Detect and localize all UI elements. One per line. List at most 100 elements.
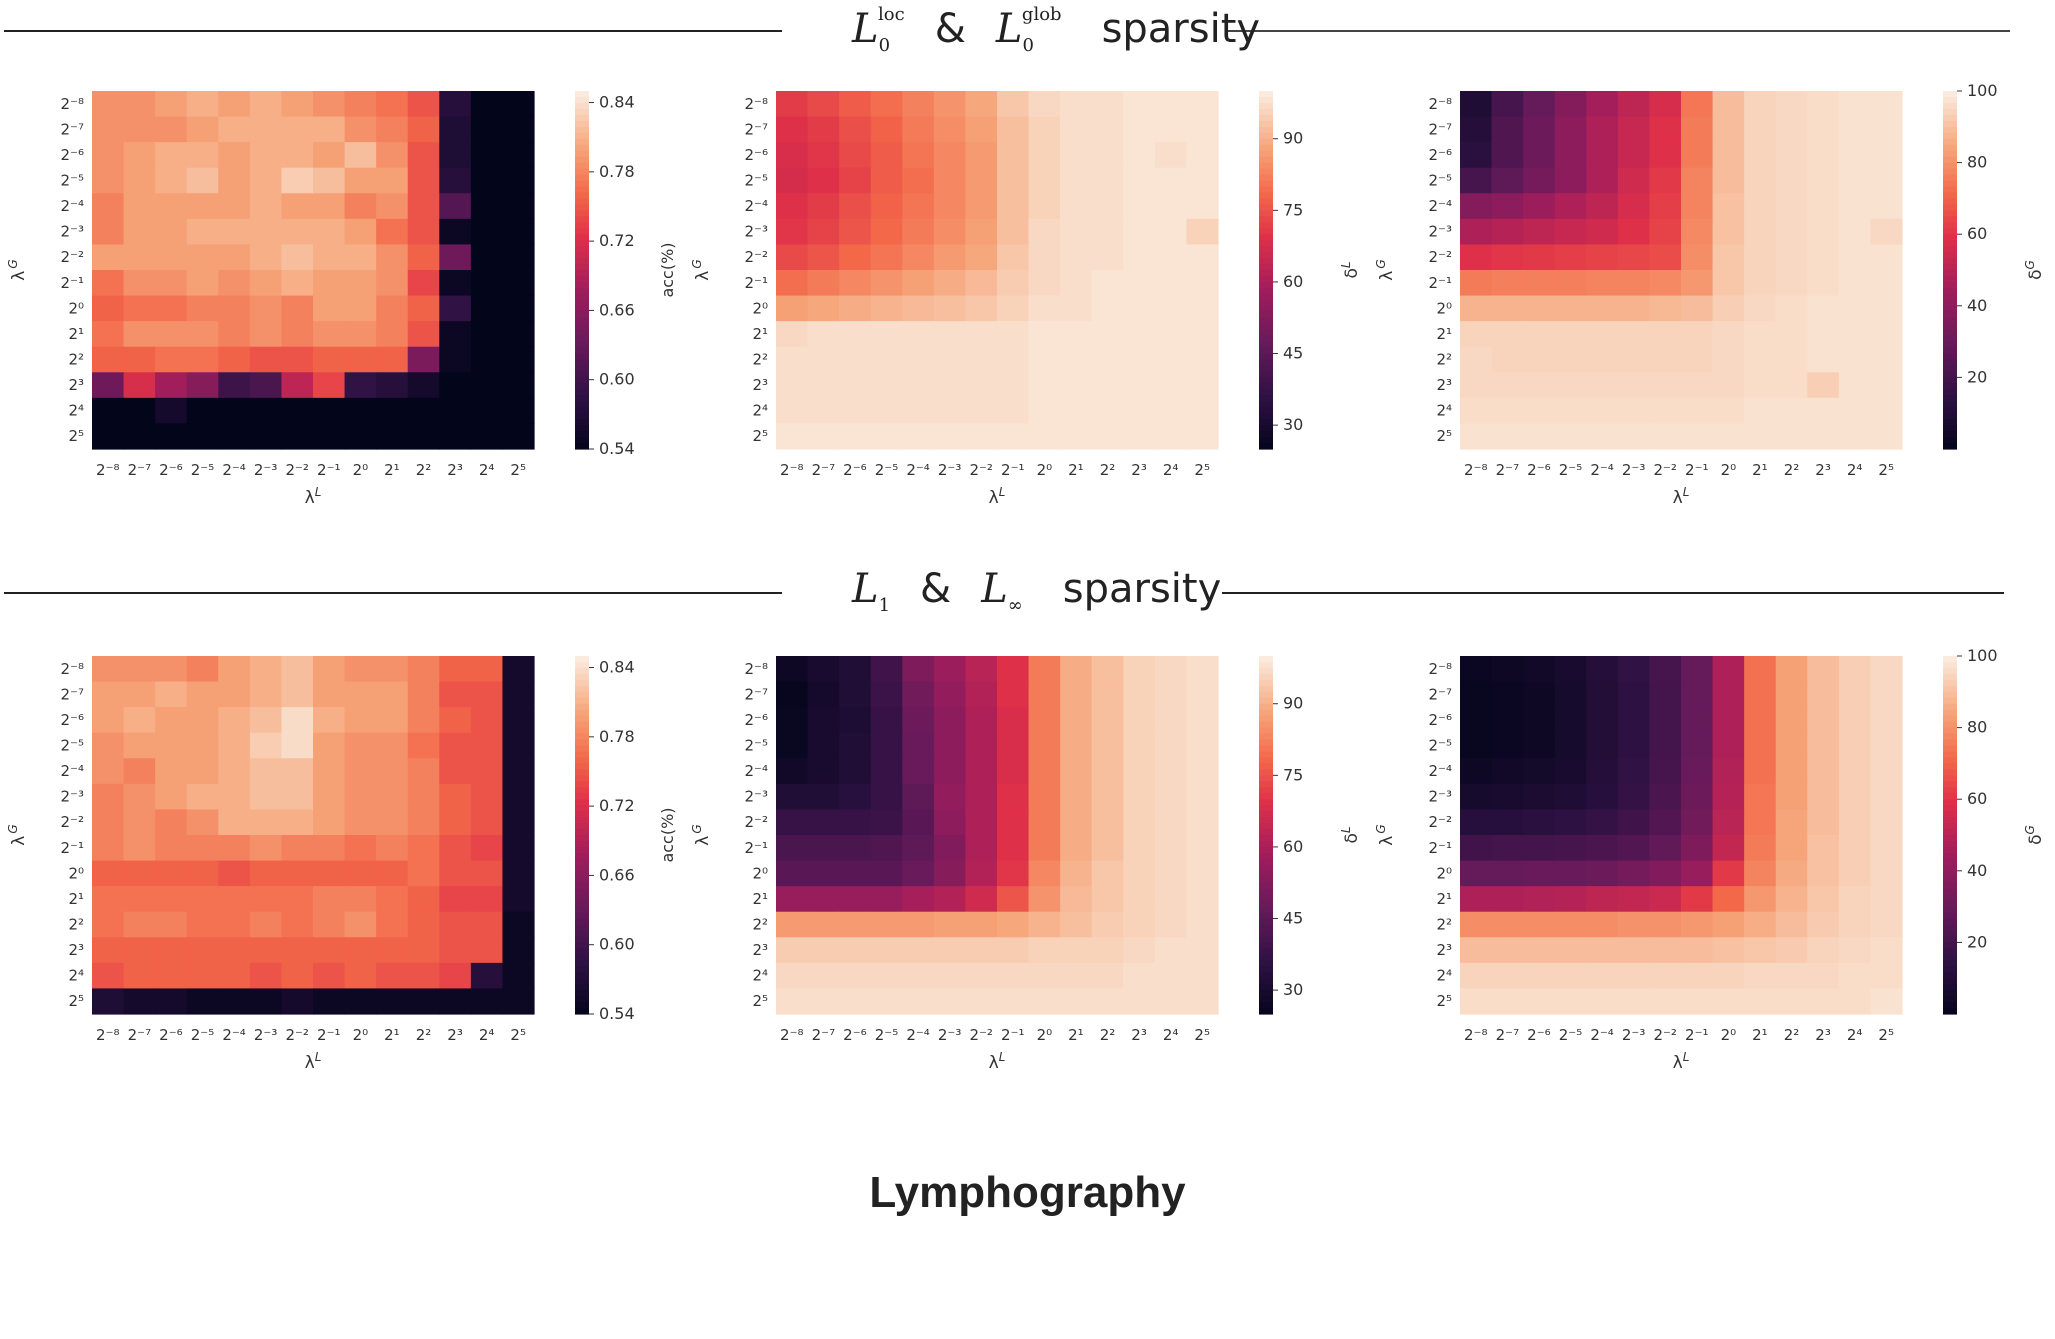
colorbar-segment bbox=[575, 91, 589, 98]
heatmap-cell bbox=[92, 116, 125, 143]
heatmap-cell bbox=[807, 346, 840, 373]
colorbar-segment bbox=[1943, 769, 1957, 776]
colorbar-segment bbox=[575, 114, 589, 122]
colorbar-segment bbox=[1943, 299, 1957, 307]
heatmap-cell bbox=[1028, 142, 1061, 169]
heatmap-cell bbox=[1744, 270, 1777, 297]
x-tick-label: 2⁰ bbox=[353, 461, 369, 479]
colorbar-segment bbox=[1943, 656, 1957, 663]
heatmap-cell bbox=[376, 860, 409, 887]
colorbar-segment bbox=[575, 317, 589, 325]
heatmap-cell bbox=[407, 244, 440, 271]
heatmap-cell bbox=[92, 193, 125, 220]
colorbar-segment bbox=[1259, 745, 1273, 753]
heatmap-cell bbox=[1807, 809, 1840, 836]
colorbar-segment bbox=[1259, 323, 1273, 331]
x-tick-label: 2⁻⁴ bbox=[1590, 1026, 1613, 1044]
heatmap-cell bbox=[902, 218, 935, 246]
colorbar-segment bbox=[575, 341, 589, 349]
heatmap-cell bbox=[1807, 346, 1840, 373]
colorbar-segment bbox=[1943, 222, 1957, 229]
heatmap-cell bbox=[281, 91, 314, 118]
heatmap-cell bbox=[439, 860, 472, 887]
colorbar-segment bbox=[1259, 757, 1273, 764]
heatmap-cell bbox=[1091, 886, 1124, 913]
x-tick-label: 2⁻² bbox=[1653, 461, 1676, 479]
heatmap-cell bbox=[1681, 886, 1714, 913]
heatmap-cell bbox=[933, 167, 967, 194]
heatmap-cell bbox=[870, 321, 903, 348]
colorbar-segment bbox=[1943, 972, 1957, 979]
heatmap-cell bbox=[1523, 397, 1556, 425]
colorbar-segment bbox=[1943, 198, 1957, 205]
colorbar-segment bbox=[1259, 281, 1273, 289]
heatmap-cell bbox=[1838, 244, 1872, 271]
heatmap-cell bbox=[1523, 732, 1556, 759]
heatmap-cell bbox=[155, 244, 188, 271]
heatmap-cell bbox=[1617, 758, 1651, 785]
heatmap-cell bbox=[186, 270, 219, 297]
heatmap-cell bbox=[123, 656, 156, 683]
heatmap-cell bbox=[1523, 707, 1556, 734]
heatmap-cell bbox=[439, 656, 472, 683]
heatmap-cell bbox=[218, 244, 251, 271]
heatmap-cell bbox=[997, 783, 1030, 811]
y-tick-label: 2¹ bbox=[1436, 890, 1452, 908]
heatmap-cell bbox=[249, 758, 283, 785]
x-tick-label: 2⁴ bbox=[479, 461, 495, 479]
heatmap-cell bbox=[1838, 295, 1872, 322]
heatmap-cell bbox=[1681, 142, 1714, 169]
heatmap-cell bbox=[839, 835, 872, 862]
heatmap-cell bbox=[1123, 681, 1156, 708]
colorbar-segment bbox=[1259, 882, 1273, 890]
heatmap-cell bbox=[1681, 656, 1714, 683]
heatmap-cell bbox=[839, 758, 872, 785]
heatmap-cell bbox=[1523, 835, 1556, 862]
heatmap-cell bbox=[249, 116, 283, 143]
heatmap-cell bbox=[218, 707, 251, 734]
colorbar-segment bbox=[1943, 168, 1957, 176]
x-tick-label: 2⁰ bbox=[1721, 1026, 1737, 1044]
heatmap-cell bbox=[313, 167, 346, 194]
heatmap-cell bbox=[1028, 783, 1061, 811]
heatmap-cell bbox=[1617, 886, 1651, 913]
heatmap-cell bbox=[313, 321, 346, 348]
heatmap-cell bbox=[1775, 835, 1808, 862]
colorbar-segment bbox=[1259, 906, 1273, 914]
heatmap-cell bbox=[839, 809, 872, 836]
heatmap-cell bbox=[1554, 962, 1587, 990]
heatmap-cell bbox=[1775, 758, 1808, 785]
heatmap-cell bbox=[249, 732, 283, 759]
heatmap-cell bbox=[313, 681, 346, 708]
heatmap-cell bbox=[1712, 656, 1745, 683]
x-axis-label: λL bbox=[1673, 1050, 1690, 1073]
heatmap-cell bbox=[807, 244, 840, 271]
heatmap-cell bbox=[376, 886, 409, 913]
section-title-l1: L1 & L∞ sparsity bbox=[852, 566, 1222, 616]
heatmap-cell bbox=[1649, 656, 1682, 683]
colorbar-segment bbox=[1259, 661, 1273, 669]
colorbar-segment bbox=[1259, 691, 1273, 699]
colorbar-segment bbox=[575, 703, 589, 711]
colorbar-segment bbox=[575, 305, 589, 313]
heatmap-cell bbox=[1154, 681, 1188, 708]
heatmap-cell bbox=[1460, 91, 1493, 118]
colorbar-segment bbox=[575, 691, 589, 699]
heatmap-cell bbox=[839, 988, 872, 1015]
heatmap-cell bbox=[1712, 860, 1745, 887]
heatmap-cell bbox=[1554, 142, 1587, 169]
heatmap-cell bbox=[1091, 321, 1124, 348]
colorbar-segment bbox=[1259, 96, 1273, 104]
heatmap-cell bbox=[376, 372, 409, 399]
heatmap-cell bbox=[933, 193, 967, 220]
heatmap-cell bbox=[1744, 142, 1777, 169]
heatmap-cell bbox=[1523, 346, 1556, 373]
heatmap-cell bbox=[1617, 270, 1651, 297]
heatmap-cell bbox=[776, 681, 809, 708]
heatmap-cell bbox=[470, 988, 504, 1015]
heatmap-cell bbox=[1091, 244, 1124, 271]
heatmap-cell bbox=[502, 91, 535, 118]
heatmap-cell bbox=[470, 732, 504, 759]
x-tick-label: 2³ bbox=[447, 461, 463, 479]
heatmap-cell bbox=[1870, 142, 1903, 169]
